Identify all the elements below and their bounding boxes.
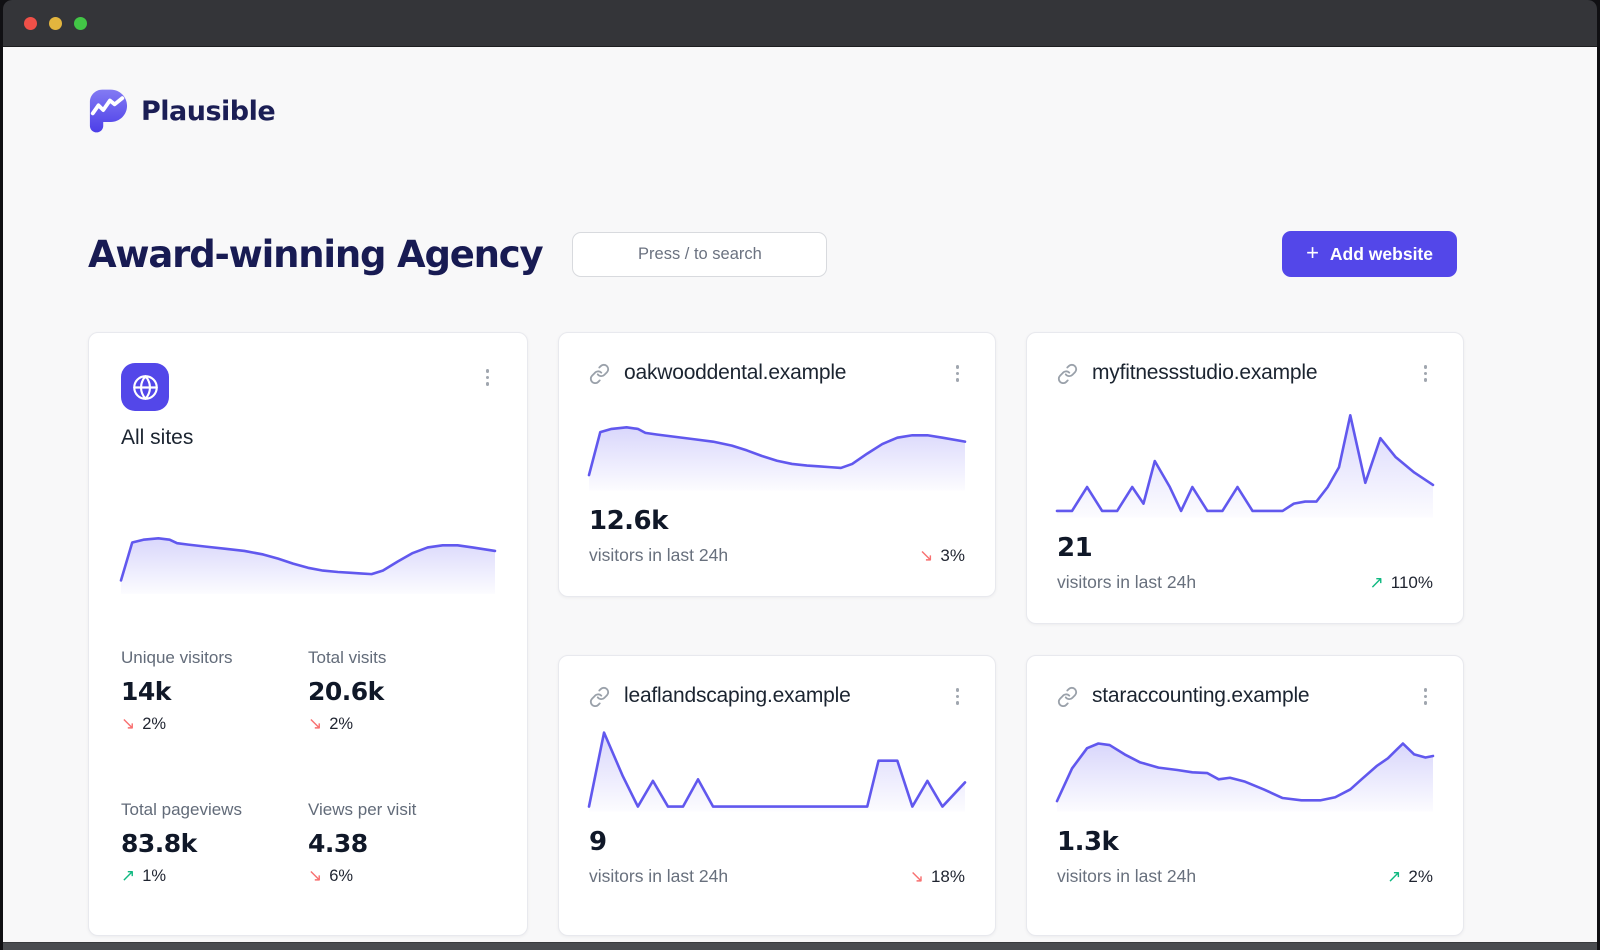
sparkline-chart (589, 402, 965, 490)
globe-icon (121, 363, 169, 411)
trend-delta: ↘ 18% (909, 866, 965, 886)
kebab-menu-icon[interactable] (950, 359, 966, 388)
site-domain[interactable]: myfitnessstudio.example (1092, 361, 1318, 385)
trend-arrow-icon: ↘ (308, 866, 323, 885)
site-card-myfitnessstudio[interactable]: myfitnessstudio.example 21 visitors in l… (1026, 332, 1464, 624)
kebab-menu-icon[interactable] (480, 363, 496, 392)
zoom-button-icon[interactable] (74, 16, 87, 30)
site-domain[interactable]: oakwooddental.example (624, 361, 847, 385)
plus-icon: + (1306, 240, 1319, 265)
trend-arrow-icon: ↘ (919, 545, 934, 565)
window-titlebar (3, 0, 1597, 47)
kebab-menu-icon[interactable] (950, 682, 966, 711)
add-website-label: Add website (1329, 243, 1433, 264)
plausible-logo[interactable]: Plausible (88, 88, 276, 134)
site-card-oakwooddental[interactable]: oakwooddental.example 12.6k visitors in … (558, 332, 996, 597)
kebab-menu-icon[interactable] (1418, 359, 1434, 388)
sparkline-chart (1057, 402, 1433, 517)
stat-total-visits: Total visits 20.6k ↘ 2% (308, 648, 387, 733)
minimize-button-icon[interactable] (49, 16, 62, 30)
site-card-staraccounting[interactable]: staraccounting.example 1.3k visitors in … (1026, 655, 1464, 936)
visitors-caption: visitors in last 24h (589, 545, 729, 565)
all-sites-title: All sites (121, 426, 194, 449)
site-domain[interactable]: staraccounting.example (1092, 684, 1310, 708)
visitor-count: 1.3k (1057, 827, 1119, 857)
window-bottom-edge (3, 942, 1597, 950)
visitors-caption: visitors in last 24h (1057, 572, 1197, 592)
stat-views-per-visit: Views per visit 4.38 ↘ 6% (308, 800, 417, 885)
visitors-caption: visitors in last 24h (589, 866, 729, 886)
grid-column-3: myfitnessstudio.example 21 visitors in l… (1026, 332, 1464, 936)
sparkline-chart (589, 725, 965, 811)
stat-total-pageviews: Total pageviews 83.8k ↗ 1% (121, 800, 242, 885)
site-domain[interactable]: leaflandscaping.example (624, 684, 851, 708)
visitor-count: 9 (589, 827, 607, 857)
trend-arrow-icon: ↗ (1369, 572, 1384, 592)
trend-arrow-icon: ↗ (121, 866, 136, 885)
visitor-count: 21 (1057, 533, 1093, 563)
link-icon (589, 686, 610, 707)
trend-arrow-icon: ↘ (909, 866, 924, 886)
sites-grid: All sites Unique visitors 14k ↘ 2% Total … (3, 332, 1597, 936)
brand-name: Plausible (141, 95, 276, 127)
trend-arrow-icon: ↘ (308, 714, 323, 733)
stat-unique-visitors: Unique visitors 14k ↘ 2% (121, 648, 233, 733)
visitor-count: 12.6k (589, 506, 668, 536)
site-card-leaflandscaping[interactable]: leaflandscaping.example 9 visitors in la… (558, 655, 996, 936)
page-header: Award-winning Agency + Add website (3, 231, 1597, 277)
link-icon (589, 363, 610, 384)
sparkline-chart (1057, 725, 1433, 811)
trend-arrow-icon: ↗ (1387, 866, 1402, 886)
visitors-caption: visitors in last 24h (1057, 866, 1197, 886)
kebab-menu-icon[interactable] (1418, 682, 1434, 711)
all-sites-stats: Unique visitors 14k ↘ 2% Total visits 20.… (121, 648, 495, 886)
close-button-icon[interactable] (24, 16, 37, 30)
link-icon (1057, 686, 1078, 707)
all-sites-card[interactable]: All sites Unique visitors 14k ↘ 2% Total … (88, 332, 528, 936)
search-input[interactable] (572, 231, 828, 277)
grid-column-2: oakwooddental.example 12.6k visitors in … (558, 332, 996, 936)
grid-column-1: All sites Unique visitors 14k ↘ 2% Total … (88, 332, 528, 936)
add-website-button[interactable]: + Add website (1282, 231, 1457, 277)
trend-delta: ↗ 110% (1369, 572, 1433, 592)
link-icon (1057, 363, 1078, 384)
trend-arrow-icon: ↘ (121, 714, 136, 733)
sparkline-chart (121, 516, 495, 594)
page-title: Award-winning Agency (88, 232, 544, 276)
page-content: Plausible Award-winning Agency + Add web… (3, 47, 1597, 942)
plausible-logo-icon (89, 89, 128, 133)
trend-delta: ↗ 2% (1387, 866, 1433, 886)
trend-delta: ↘ 3% (919, 545, 965, 565)
